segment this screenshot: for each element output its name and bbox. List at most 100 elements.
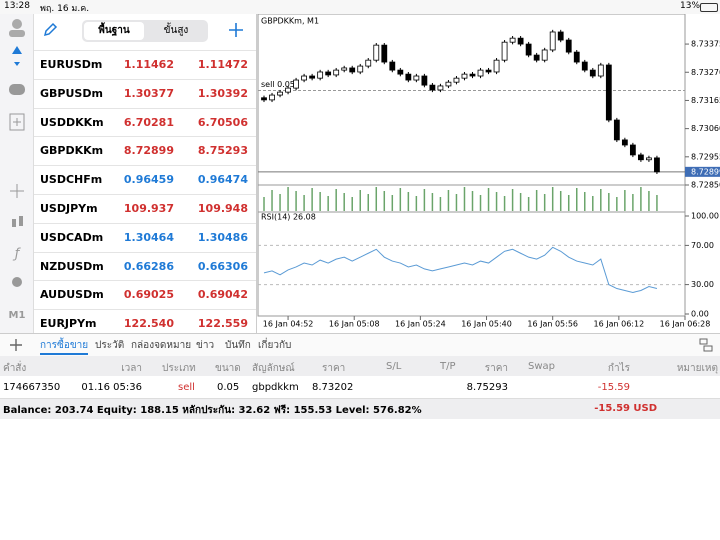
column-header-cell: Swap (528, 361, 556, 372)
terminal-tab[interactable]: ประวัติ (95, 340, 125, 351)
column-header-cell: ราคา (322, 363, 346, 374)
candle-body (357, 65, 364, 73)
rsi-tick-label: 100.00 (691, 212, 719, 221)
quote-row[interactable]: NZDUSDm 0.66286 0.66306 (34, 251, 256, 281)
terminal-tab[interactable]: กล่องจดหมาย (131, 340, 192, 351)
candle-icon[interactable] (12, 219, 16, 227)
terminal-tab[interactable]: บันทึก (225, 340, 251, 351)
terminal-tab[interactable]: เกี่ยวกับ (258, 340, 292, 351)
candle-body (453, 77, 460, 83)
sidebar: ƒ M1 (0, 14, 34, 334)
candle-body (445, 81, 452, 87)
candle-body (613, 119, 620, 141)
summary-bar (0, 398, 720, 419)
new-order-icon[interactable] (9, 113, 25, 131)
column-header-cell: หมายเหตุ (676, 363, 718, 374)
quotes-icon[interactable] (12, 46, 22, 66)
tab-basic[interactable]: พื้นฐาน (84, 22, 144, 40)
indicator-icon[interactable]: ƒ (12, 247, 22, 262)
candle-body (485, 69, 492, 73)
candle-body (477, 69, 484, 77)
add-icon[interactable] (228, 22, 244, 38)
column-header-cell: ขนาด (215, 363, 241, 374)
symbol: AUDUSDm (40, 288, 104, 302)
position-cell: 8.73202 (312, 382, 354, 393)
quote-row[interactable]: USDJPYm 109.937 109.948 (34, 194, 256, 223)
x-tick-label: 16 Jan 05:24 (395, 320, 446, 329)
y-tick-label: 8.72850 (691, 181, 720, 190)
add-tab-icon[interactable] (8, 337, 24, 353)
chat-icon[interactable] (9, 84, 25, 95)
candle-body (469, 73, 476, 77)
ask: 6.70506 (197, 115, 248, 129)
candle-body (261, 97, 267, 101)
quote-row[interactable]: GBPUSDm 1.30377 1.30392 (34, 78, 256, 108)
crosshair-icon[interactable] (10, 184, 24, 198)
candle-icon-2 (19, 216, 23, 226)
terminal-tab[interactable]: การซื้อขาย (40, 338, 89, 355)
timeframe[interactable]: M1 (9, 310, 26, 321)
symbol: NZDUSDm (40, 259, 104, 273)
candle-body (373, 44, 380, 61)
candle-body (493, 59, 500, 73)
quote-row[interactable]: AUDUSDm 0.69025 0.69042 (34, 280, 256, 309)
account-icon-body (9, 30, 25, 37)
x-tick-label: 16 Jan 06:12 (594, 320, 645, 329)
bid: 0.66286 (123, 259, 174, 273)
bid: 1.11462 (123, 58, 174, 71)
symbol: USDCHFm (40, 173, 103, 187)
ask: 1.30392 (197, 86, 248, 100)
column-header-cell: S/L (386, 361, 402, 372)
candle-body (637, 154, 644, 161)
chart: 8.73375 8.73270 8.73165 8.73060 8.72955 8.728… (257, 14, 720, 332)
sidebar-icons: ƒ M1 (9, 19, 26, 321)
quote-row[interactable]: EURJPYm 122.540 122.559 (34, 309, 256, 334)
bid: 1.30464 (123, 230, 174, 244)
candle-body (397, 69, 404, 75)
order-label: sell 0.05 (261, 80, 295, 89)
account-icon[interactable] (12, 19, 22, 29)
tab-advanced[interactable]: ขั้นสูง (163, 25, 189, 36)
candle-body (333, 69, 340, 76)
symbol: USDDKKm (40, 115, 104, 129)
candle-body (621, 139, 628, 146)
clock: 13:28 (4, 1, 30, 11)
current-price-label: 8.72899 (691, 167, 720, 176)
rsi-line (263, 246, 658, 293)
current-price-box (685, 166, 720, 177)
terminal: การซื้อขาย ประวัติ กล่องจดหมาย ข่าว บันทึก เก… (0, 333, 720, 423)
symbol: GBPUSDm (40, 86, 103, 100)
currency: USD (633, 403, 657, 414)
x-tick-label: 16 Jan 05:56 (527, 320, 578, 329)
position-cell: 0.05 (217, 382, 240, 393)
candle-body (654, 157, 660, 173)
candle-body (517, 37, 524, 45)
x-tick-label: 16 Jan 05:40 (461, 320, 512, 329)
rsi-tick-label: 0.00 (691, 310, 709, 319)
ask: 1.11472 (197, 58, 248, 71)
position-cell[interactable]: 174667350 (3, 382, 61, 393)
column-header-cell: เวลา (121, 363, 142, 374)
objects-icon[interactable] (12, 277, 22, 287)
candle-body (341, 67, 348, 71)
quote-row[interactable]: USDDKKm 6.70281 6.70506 (34, 107, 256, 137)
candle-body (461, 73, 468, 79)
x-tick-label: 16 Jan 06:28 (660, 320, 711, 329)
quote-row[interactable]: USDCADm 1.30464 1.30486 (34, 222, 256, 252)
battery-icon (700, 3, 718, 12)
quote-row[interactable]: USDCHFm 0.96459 0.96474 (34, 165, 256, 194)
terminal-tab[interactable]: ข่าว (196, 340, 215, 351)
candle-body (541, 49, 548, 61)
candle-body (573, 51, 580, 63)
column-header-cell: T/P (440, 361, 456, 372)
candle-body (365, 59, 372, 67)
edit-icon[interactable] (42, 22, 58, 38)
quote-row[interactable]: GBPDKKm 8.72899 8.75293 (34, 136, 256, 165)
bid: 0.69025 (123, 288, 174, 302)
account-summary: Balance: 203.74 Equity: 188.15 หลักประกั… (3, 405, 422, 416)
bid: 8.72899 (123, 144, 174, 158)
candle-body (437, 85, 444, 91)
layout-icon[interactable] (698, 337, 714, 353)
quote-row[interactable]: EURUSDm 1.11462 1.11472 (34, 50, 256, 79)
